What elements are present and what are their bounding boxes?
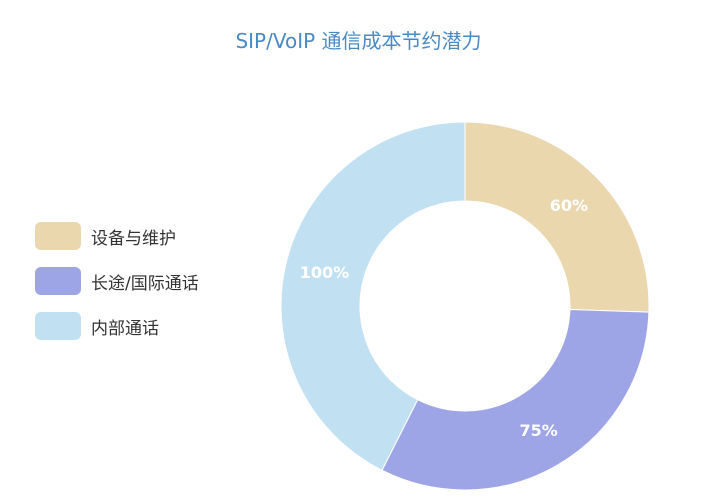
slice-value-label-equipment: 60% xyxy=(550,196,588,215)
legend-swatch xyxy=(35,267,81,295)
legend-swatch xyxy=(35,222,81,250)
chart-title: SIP/VoIP 通信成本节约潜力 xyxy=(235,29,482,53)
slice-value-label-internal: 100% xyxy=(300,263,349,282)
legend-item-long-distance[interactable]: 长途/国际通话 xyxy=(35,266,199,296)
legend-item-internal[interactable]: 内部通话 xyxy=(35,311,199,341)
legend-swatch xyxy=(35,312,81,340)
donut-slice-equipment[interactable] xyxy=(464,121,650,313)
donut-slice-internal[interactable] xyxy=(280,121,466,471)
legend-label: 长途/国际通话 xyxy=(91,273,199,294)
legend-label: 设备与维护 xyxy=(91,228,176,249)
slice-value-label-long-distance: 75% xyxy=(519,421,557,440)
legend: 设备与维护 长途/国际通话 内部通话 xyxy=(35,221,199,356)
legend-label: 内部通话 xyxy=(91,318,159,339)
legend-item-equipment[interactable]: 设备与维护 xyxy=(35,221,199,251)
donut-slice-long-distance[interactable] xyxy=(381,308,650,491)
